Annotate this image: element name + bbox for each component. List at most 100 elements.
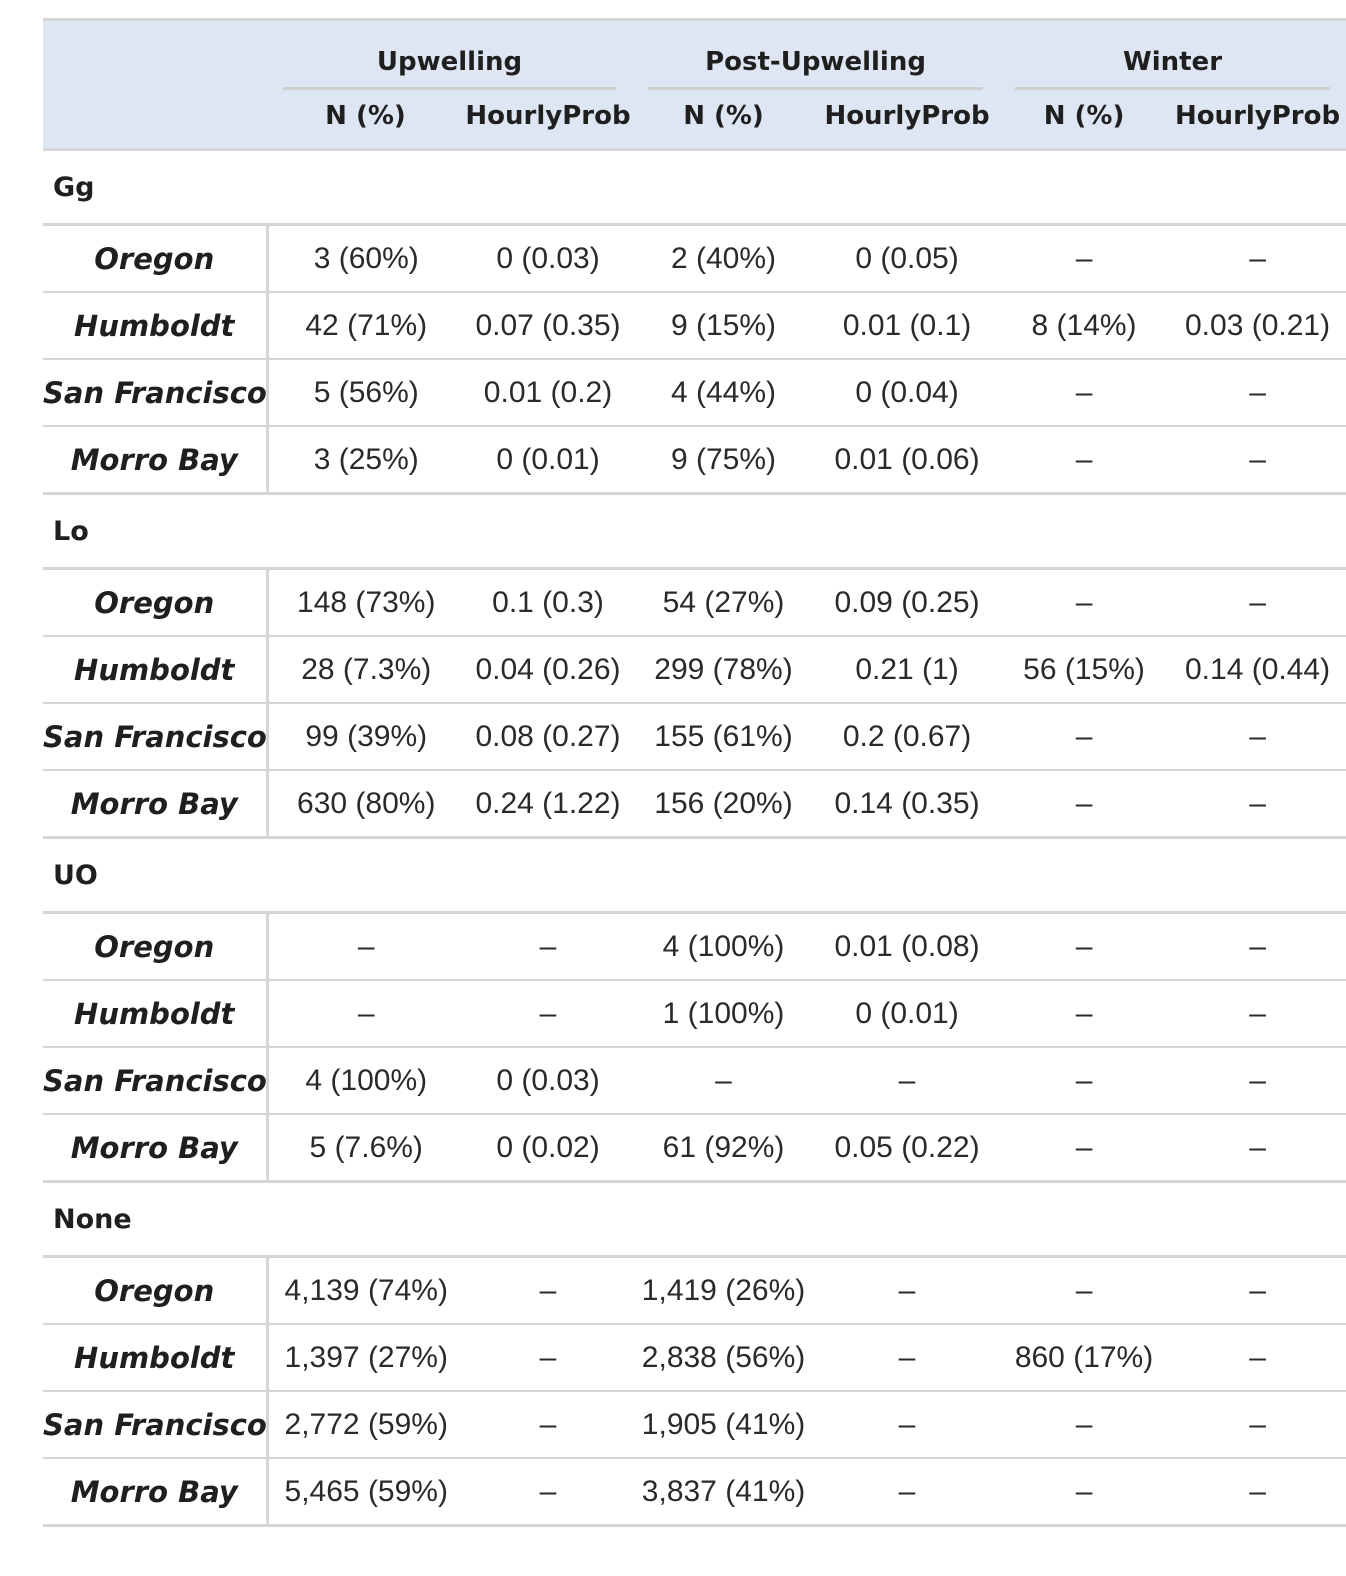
table-cell: – [1169,770,1346,839]
group-row: UO [43,837,1346,914]
table-cell: – [1169,224,1346,293]
row-label: San Francisco [43,1047,269,1115]
table-cell: 54 (27%) [632,568,816,637]
table-cell: – [464,1458,633,1527]
row-label: Morro Bay [43,770,269,839]
row-label: Oregon [43,1256,269,1325]
table-cell: – [999,426,1170,495]
table-cell: 0.09 (0.25) [815,568,1000,637]
table-cell: – [999,1114,1170,1183]
table-cell: – [815,1047,1000,1115]
table-row: Oregon – –4 (100%) 0.01 (0.08) – – [43,912,1346,981]
table-row: Oregon 4,139 (74%) –1,419 (26%) – – – [43,1256,1346,1325]
table-row: San Francisco 5 (56%) 0.01 (0.2) 4 (44%) 0 (… [43,359,1346,427]
table-cell: – [999,1047,1170,1115]
table-cell: 3 (60%) [267,224,464,293]
table-cell: – [999,1256,1170,1325]
spanner-label: Post-Upwelling [648,47,984,90]
table-cell: 0.08 (0.27) [464,703,633,771]
group-label: Lo [43,493,1346,570]
table-row: Morro Bay 630 (80%) 0.24 (1.22) 156 (20%) 0.… [43,770,1346,839]
table-cell: 0.14 (0.35) [815,770,1000,839]
table-row: San Francisco 2,772 (59%) –1,905 (41%) – – – [43,1391,1346,1459]
table-row: San Francisco 99 (39%) 0.08 (0.27) 155 (61%… [43,703,1346,771]
table-cell: 860 (17%) [999,1324,1170,1392]
table-cell: – [464,1256,633,1325]
row-label: Humboldt [43,1324,269,1392]
table-cell: – [464,1324,633,1392]
column-header-row: N (%) HourlyProb N (%) HourlyProb N (%) … [43,87,1346,151]
table-row: Humboldt – –1 (100%) 0 (0.01) – – [43,980,1346,1048]
table-cell: – [999,980,1170,1048]
table-cell: – [999,1458,1170,1527]
table-cell: 0 (0.01) [464,426,633,495]
table-cell: 2 (40%) [632,224,816,293]
column-header: HourlyProb [464,87,633,151]
table-cell: 8 (14%) [999,292,1170,360]
table-cell: 1 (100%) [632,980,816,1048]
spanner-winter: Winter [999,18,1346,90]
table-row: Morro Bay 5,465 (59%) –3,837 (41%) – – – [43,1458,1346,1527]
stub-header [43,18,267,88]
table-cell: – [464,980,633,1048]
table-cell: 0.01 (0.06) [815,426,1000,495]
table-cell: 0.2 (0.67) [815,703,1000,771]
table-cell: 0.07 (0.35) [464,292,633,360]
table-cell: 0.21 (1) [815,636,1000,704]
table-cell: – [1169,426,1346,495]
column-header: N (%) [632,87,816,151]
row-label: Morro Bay [43,1114,269,1183]
table-cell: – [1169,1458,1346,1527]
table-cell: – [999,703,1170,771]
table-cell: 5 (56%) [267,359,464,427]
row-label: Humboldt [43,292,269,360]
group-label: UO [43,837,1346,914]
table-cell: – [1169,703,1346,771]
table-row: San Francisco 4 (100%) 0 (0.03) – – – – [43,1047,1346,1115]
table-cell: – [815,1324,1000,1392]
table-cell: 148 (73%) [267,568,464,637]
spanner-row: Upwelling Post-Upwelling Winter [43,18,1346,90]
table-cell: 2,772 (59%) [267,1391,464,1459]
table-cell: 28 (7.3%) [267,636,464,704]
group-label: None [43,1181,1346,1258]
table-cell: 9 (75%) [632,426,816,495]
table-cell: 0.04 (0.26) [464,636,633,704]
row-label: Oregon [43,912,269,981]
table-cell: – [1169,1047,1346,1115]
column-header: HourlyProb [1169,87,1346,151]
table-cell: – [1169,1114,1346,1183]
table-cell: 0 (0.01) [815,980,1000,1048]
table-cell: – [1169,912,1346,981]
table-cell: 3,837 (41%) [632,1458,816,1527]
data-table: Upwelling Post-Upwelling Winter N (%) Ho… [43,18,1346,1527]
table-cell: – [999,770,1170,839]
table-cell: – [1169,568,1346,637]
table-cell: 0.14 (0.44) [1169,636,1346,704]
table-cell: 0.03 (0.21) [1169,292,1346,360]
table-cell: 3 (25%) [267,426,464,495]
table-cell: – [1169,1391,1346,1459]
table-cell: – [999,568,1170,637]
table-cell: 4 (100%) [632,912,816,981]
table-cell: – [1169,1324,1346,1392]
table-cell: 99 (39%) [267,703,464,771]
table-row: Morro Bay 5 (7.6%) 0 (0.02) 61 (92%) 0.05 (0… [43,1114,1346,1183]
table-cell: – [815,1458,1000,1527]
spanner-label: Winter [1015,47,1331,90]
table-cell: 0.01 (0.08) [815,912,1000,981]
table-cell: – [999,1391,1170,1459]
stub-header-blank [43,87,267,151]
table-cell: 4 (44%) [632,359,816,427]
column-header: HourlyProb [815,87,1000,151]
table-row: Oregon 3 (60%) 0 (0.03) 2 (40%) 0 (0.05) – – [43,224,1346,293]
table-cell: – [815,1391,1000,1459]
group-row: Lo [43,493,1346,570]
table-cell: 4 (100%) [267,1047,464,1115]
table-cell: – [267,912,464,981]
row-label: San Francisco [43,359,269,427]
table-header: Upwelling Post-Upwelling Winter N (%) Ho… [43,18,1346,151]
table-cell: 1,397 (27%) [267,1324,464,1392]
table-cell: 155 (61%) [632,703,816,771]
table-row: Oregon 148 (73%) 0.1 (0.3) 54 (27%) 0.09 (0.… [43,568,1346,637]
